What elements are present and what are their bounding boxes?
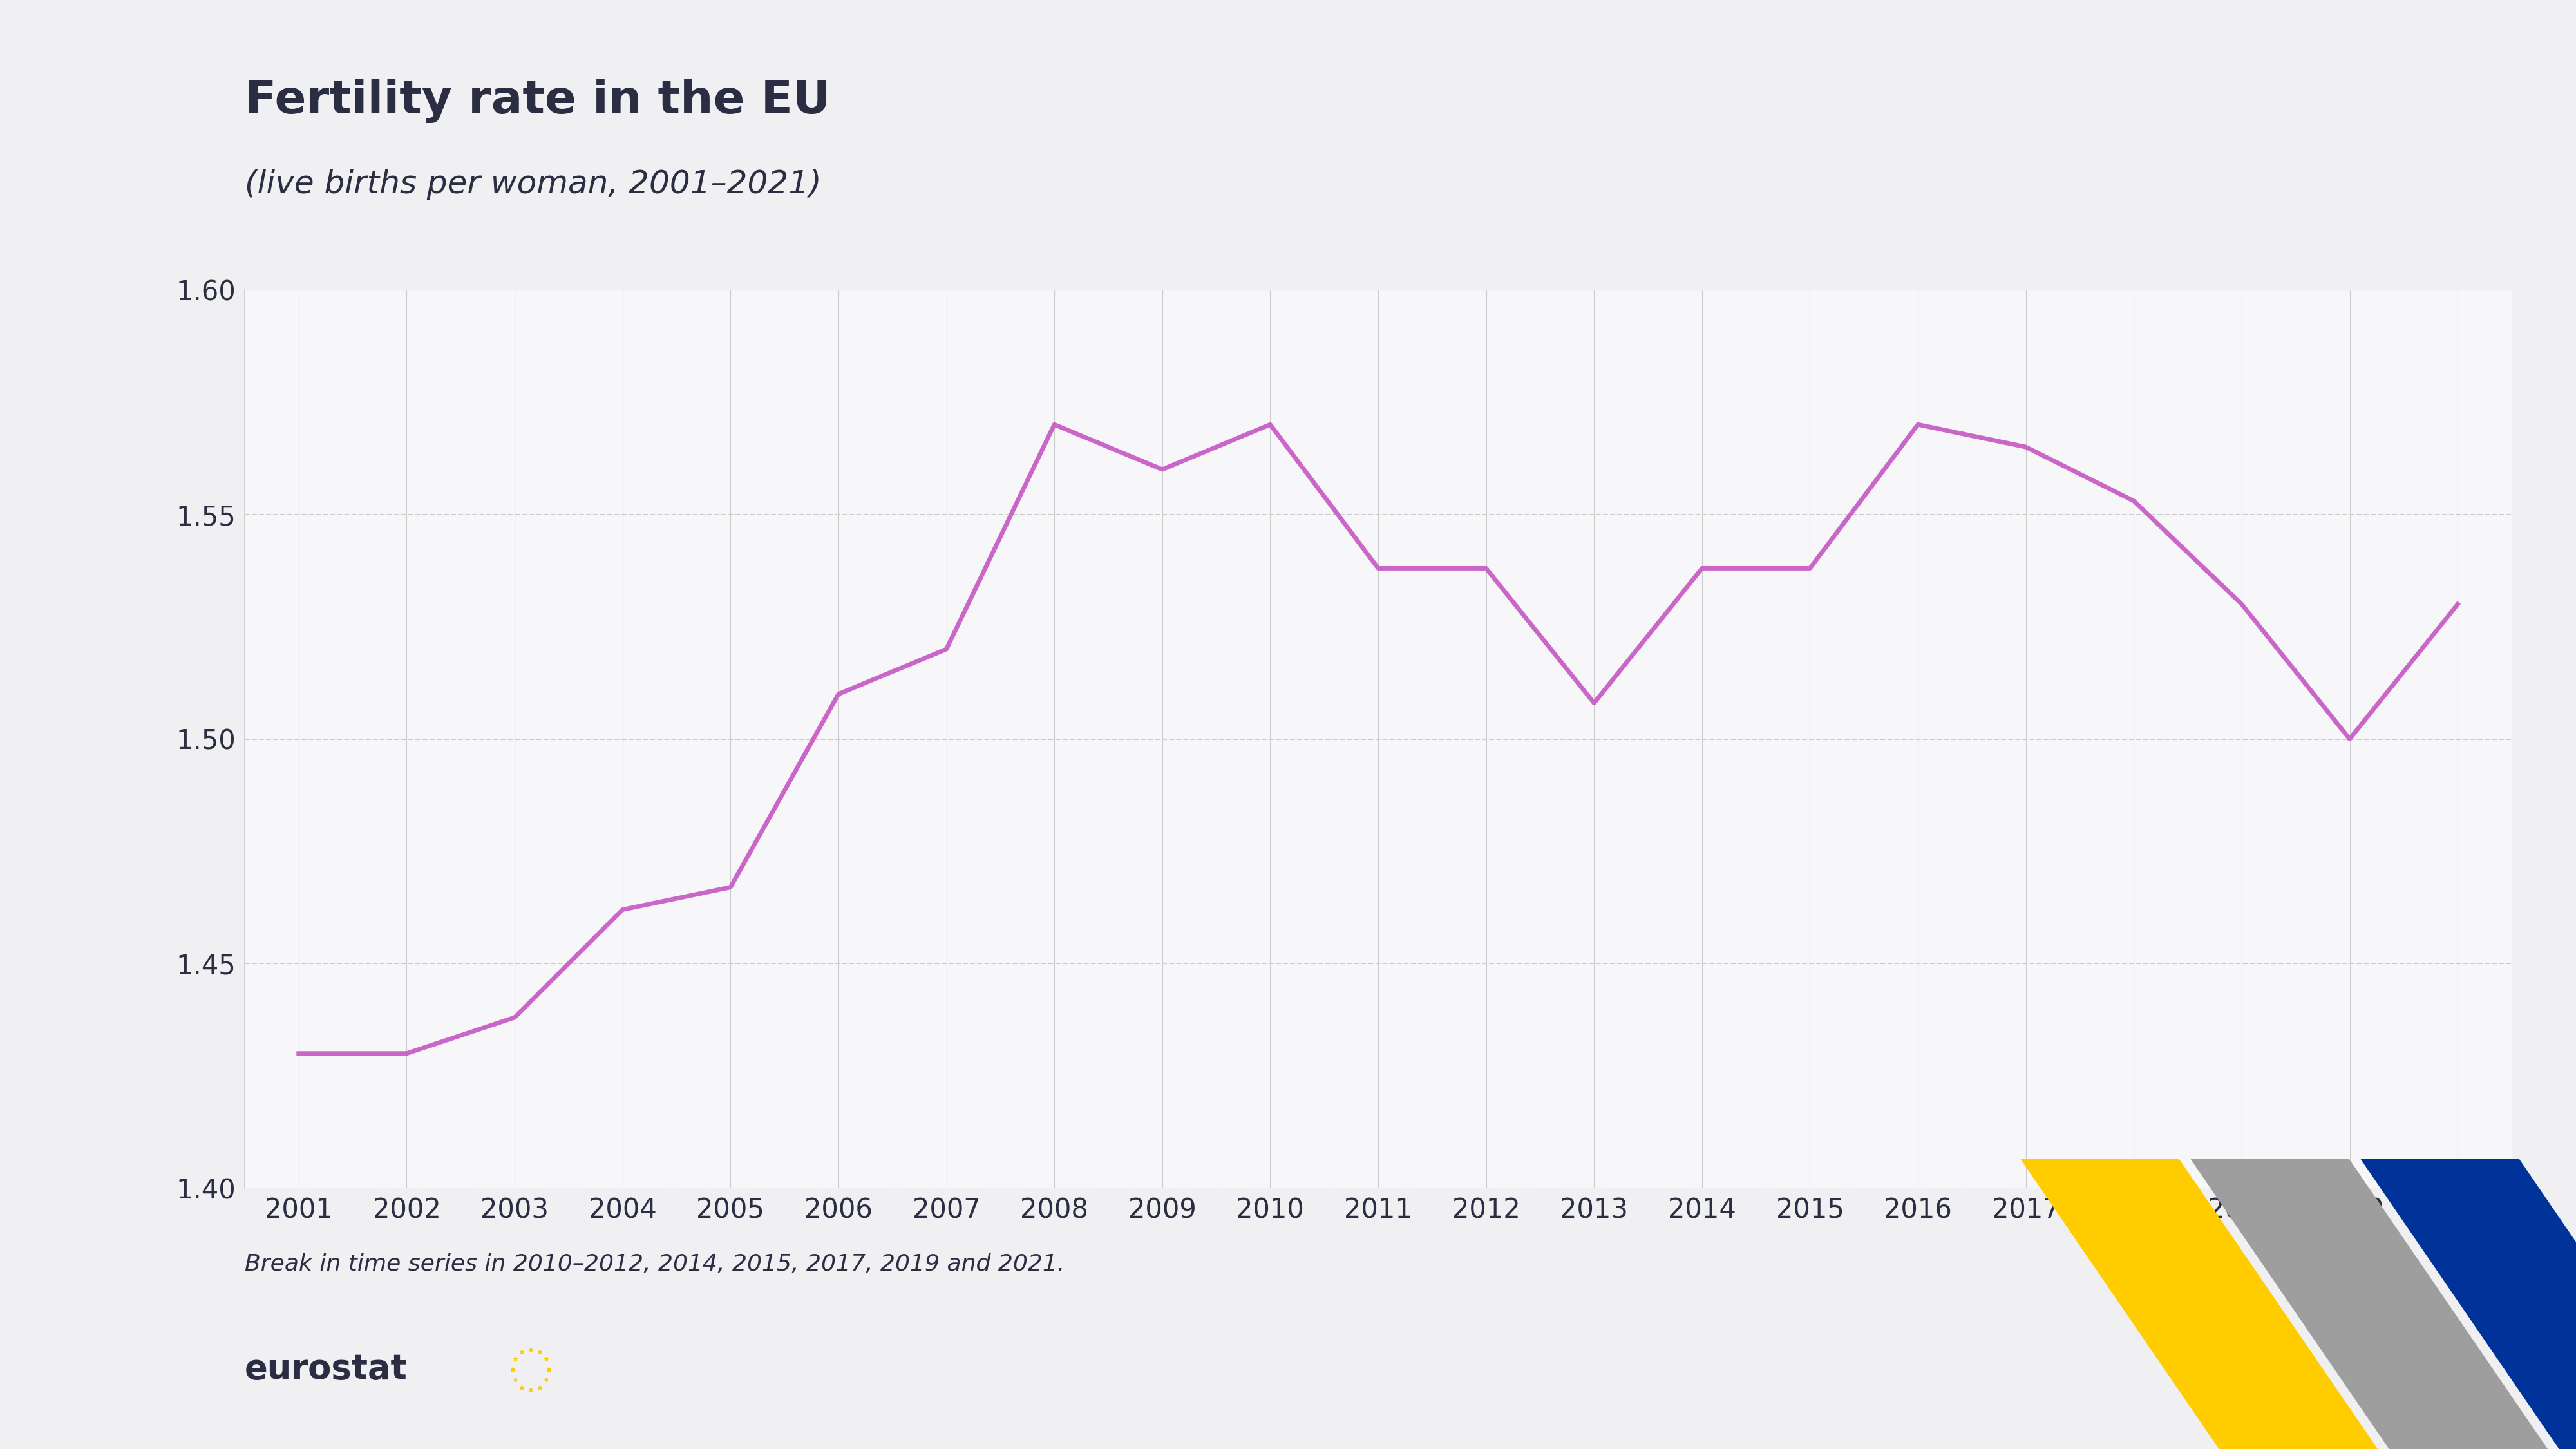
Polygon shape bbox=[2020, 1159, 2378, 1449]
Text: Break in time series in 2010–2012, 2014, 2015, 2017, 2019 and 2021.: Break in time series in 2010–2012, 2014,… bbox=[245, 1253, 1064, 1275]
Text: Fertility rate in the EU: Fertility rate in the EU bbox=[245, 78, 829, 123]
Polygon shape bbox=[2360, 1159, 2576, 1449]
Polygon shape bbox=[2190, 1159, 2548, 1449]
Text: (live births per woman, 2001–2021): (live births per woman, 2001–2021) bbox=[245, 170, 822, 200]
Text: eurostat: eurostat bbox=[245, 1352, 407, 1387]
